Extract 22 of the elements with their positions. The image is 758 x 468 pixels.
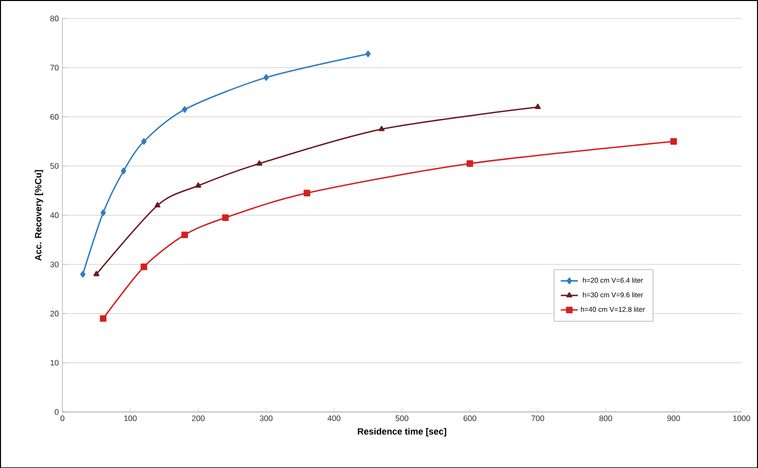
point	[120, 167, 126, 174]
point	[304, 190, 310, 196]
point	[141, 138, 147, 145]
y-axis-title: Acc. Recovery [%Cu]	[34, 170, 44, 260]
point	[378, 126, 385, 131]
point	[140, 263, 148, 270]
point	[93, 270, 100, 276]
point	[365, 50, 371, 57]
point	[100, 209, 106, 216]
point	[256, 160, 262, 166]
point	[534, 104, 541, 109]
point	[264, 74, 269, 81]
point	[182, 106, 188, 113]
point	[80, 270, 86, 278]
point	[670, 138, 677, 145]
x-axis-title: Residence time [sec]	[358, 428, 446, 436]
point	[181, 231, 188, 238]
point	[466, 160, 474, 167]
point	[100, 315, 106, 322]
point	[154, 202, 160, 208]
point	[222, 214, 229, 221]
point	[195, 182, 202, 188]
